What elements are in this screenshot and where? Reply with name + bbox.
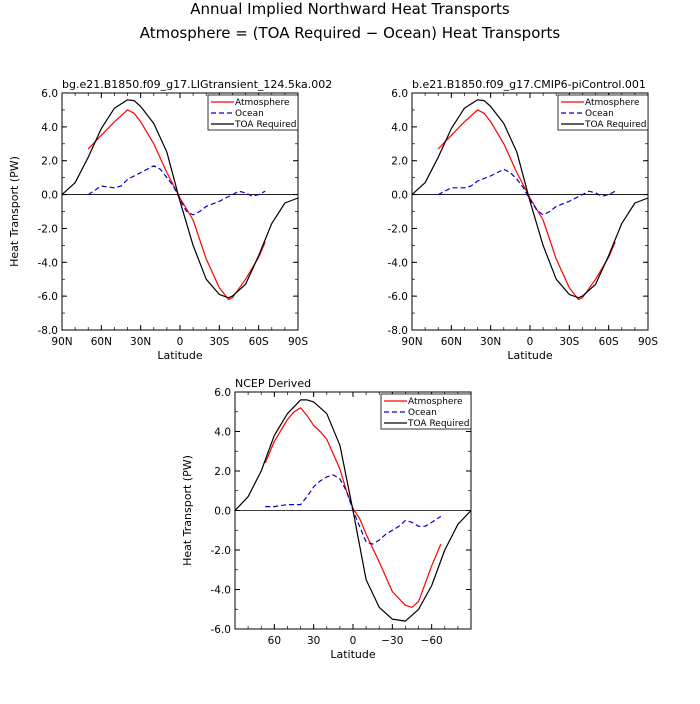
charts-group: -8.0 -6.0 -4.0 -2.0 0.0 2.0 4.0 6.0 90N 60N 30N 0 30… xyxy=(8,78,658,661)
y-tick-label: -2.0 xyxy=(388,223,409,235)
series-line-ocean xyxy=(87,165,266,216)
x-tick-label: 0 xyxy=(350,635,357,647)
series-line-atmosphere xyxy=(437,109,616,301)
x-axis-label: Latitude xyxy=(330,648,376,661)
figure-title-line2: Atmosphere = (TOA Required − Ocean) Heat… xyxy=(140,24,561,42)
series-line-toa-required xyxy=(61,99,299,299)
chart-3: -6.0 -4.0 -2.0 0.0 2.0 4.0 6.0 60 30 0 −30 −60 NCEP … xyxy=(181,377,472,661)
series-line-atmosphere xyxy=(264,407,442,608)
x-tick-label: 30 xyxy=(307,635,320,647)
figure-title-line1: Annual Implied Northward Heat Transports xyxy=(190,0,510,18)
x-tick-label: 30S xyxy=(559,336,579,348)
x-tick-label: 60S xyxy=(599,336,619,348)
x-tick-label: 30N xyxy=(480,336,501,348)
y-tick-label: -4.0 xyxy=(211,585,232,597)
y-tick-label: -6.0 xyxy=(211,624,232,636)
y-axis-label: Heat Transport (PW) xyxy=(8,156,21,267)
y-tick-label: -6.0 xyxy=(388,291,409,303)
y-tick-label: -2.0 xyxy=(38,223,59,235)
x-tick-label: 0 xyxy=(177,336,184,348)
plot-title: bg.e21.B1850.f09_g17.LIGtransient_124.5k… xyxy=(62,78,332,91)
y-tick-label: 6.0 xyxy=(214,387,231,399)
legend-label: TOA Required xyxy=(584,120,647,130)
y-tick-label: 4.0 xyxy=(41,122,58,134)
chart-1: -8.0 -6.0 -4.0 -2.0 0.0 2.0 4.0 6.0 90N 60N 30N 0 30… xyxy=(8,78,332,362)
x-axis-label: Latitude xyxy=(507,349,553,362)
legend-label: Ocean xyxy=(408,408,437,418)
y-tick-label: 4.0 xyxy=(214,427,231,439)
series-line-toa-required xyxy=(234,399,472,622)
series-line-ocean xyxy=(265,474,442,545)
x-tick-label: 90N xyxy=(51,336,72,348)
x-tick-label: 60N xyxy=(91,336,112,348)
x-tick-label: 90S xyxy=(638,336,658,348)
y-tick-label: 0.0 xyxy=(214,506,231,518)
x-axis-label: Latitude xyxy=(157,349,203,362)
y-tick-label: -4.0 xyxy=(388,257,409,269)
legend-label: Atmosphere xyxy=(585,98,640,108)
x-tick-label: 30S xyxy=(209,336,229,348)
x-tick-label: 90N xyxy=(401,336,422,348)
y-tick-label: 4.0 xyxy=(391,122,408,134)
x-tick-label: 30N xyxy=(130,336,151,348)
series-line-atmosphere xyxy=(87,109,266,301)
x-tick-label: 0 xyxy=(527,336,534,348)
y-tick-label: -6.0 xyxy=(38,291,59,303)
legend-label: Ocean xyxy=(235,109,264,119)
y-tick-label: -8.0 xyxy=(388,325,409,337)
x-tick-label: −60 xyxy=(421,635,443,647)
plot-title: b.e21.B1850.f09_g17.CMIP6-piControl.001 xyxy=(412,78,646,91)
y-tick-label: 2.0 xyxy=(214,466,231,478)
plot-title: NCEP Derived xyxy=(235,377,311,390)
legend-label: Atmosphere xyxy=(235,98,290,108)
x-tick-label: 90S xyxy=(288,336,308,348)
legend-label: TOA Required xyxy=(234,120,297,130)
y-tick-label: -8.0 xyxy=(38,325,59,337)
x-tick-label: 60 xyxy=(268,635,281,647)
y-axis-label: Heat Transport (PW) xyxy=(181,455,194,566)
legend-label: Ocean xyxy=(585,109,614,119)
y-tick-label: 2.0 xyxy=(41,156,58,168)
y-tick-label: 6.0 xyxy=(41,88,58,100)
legend-label: TOA Required xyxy=(407,419,470,429)
y-tick-label: 0.0 xyxy=(41,190,58,202)
x-tick-label: 60N xyxy=(441,336,462,348)
y-tick-label: -2.0 xyxy=(211,545,232,557)
y-tick-label: 6.0 xyxy=(391,88,408,100)
y-tick-label: 0.0 xyxy=(391,190,408,202)
legend-label: Atmosphere xyxy=(408,397,463,407)
chart-2: -8.0 -6.0 -4.0 -2.0 0.0 2.0 4.0 6.0 90N 60N 30N 0 30… xyxy=(388,78,659,362)
y-tick-label: 2.0 xyxy=(391,156,408,168)
y-tick-label: -4.0 xyxy=(38,257,59,269)
series-line-toa-required xyxy=(411,99,649,299)
x-tick-label: 60S xyxy=(249,336,269,348)
x-tick-label: −30 xyxy=(381,635,403,647)
